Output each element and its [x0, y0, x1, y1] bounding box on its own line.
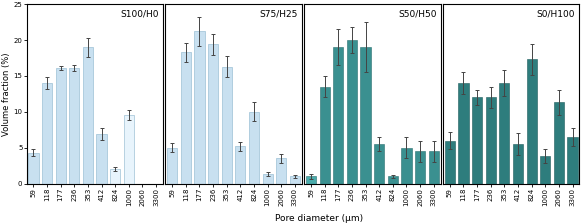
Bar	[290, 176, 300, 184]
Text: S100/H0: S100/H0	[120, 10, 159, 19]
Bar	[28, 153, 38, 184]
Text: S0/H100: S0/H100	[537, 10, 575, 19]
Bar	[513, 144, 523, 184]
Bar	[167, 148, 177, 184]
Text: S50/H50: S50/H50	[398, 10, 436, 19]
Text: Pore diameter (μm): Pore diameter (μm)	[275, 214, 364, 223]
Bar	[568, 137, 578, 184]
Bar	[333, 47, 343, 184]
Bar	[347, 40, 357, 184]
Bar	[276, 159, 286, 184]
Bar	[208, 44, 218, 184]
Bar	[221, 67, 232, 184]
Bar	[110, 169, 120, 184]
Text: S75/H25: S75/H25	[259, 10, 297, 19]
Bar	[401, 148, 411, 184]
Bar	[124, 115, 134, 184]
Bar	[415, 151, 425, 184]
Bar	[526, 59, 537, 184]
Bar	[263, 174, 272, 184]
Bar	[360, 47, 371, 184]
Bar	[181, 52, 191, 184]
Bar	[320, 87, 330, 184]
Y-axis label: Volume fraction (%): Volume fraction (%)	[2, 52, 10, 136]
Bar	[235, 146, 246, 184]
Bar	[486, 97, 496, 184]
Bar	[96, 134, 107, 184]
Bar	[306, 176, 316, 184]
Bar	[56, 68, 66, 184]
Bar	[249, 112, 259, 184]
Bar	[458, 83, 469, 184]
Bar	[429, 151, 439, 184]
Bar	[83, 47, 93, 184]
Bar	[499, 83, 510, 184]
Bar	[540, 156, 550, 184]
Bar	[195, 31, 205, 184]
Bar	[69, 68, 80, 184]
Bar	[374, 144, 384, 184]
Bar	[472, 97, 482, 184]
Bar	[554, 103, 564, 184]
Bar	[444, 140, 455, 184]
Bar	[42, 83, 52, 184]
Bar	[388, 176, 398, 184]
